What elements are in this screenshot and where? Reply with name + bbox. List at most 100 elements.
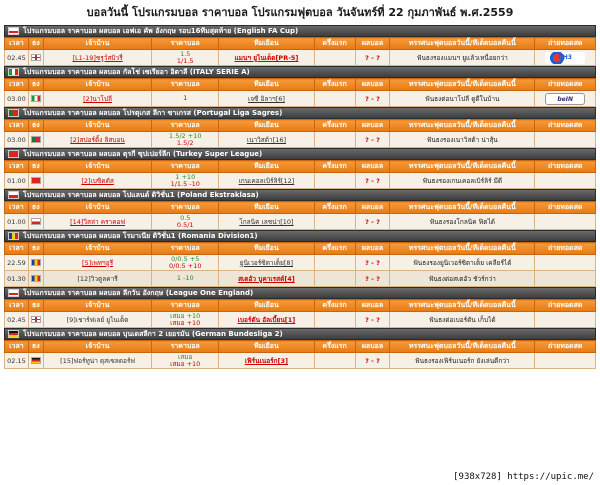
away-team[interactable]: โกลนิค เลชน่า[10] (218, 213, 315, 230)
kickoff-time: 02.15 (4, 352, 29, 369)
odds-line: 1 -10 (176, 274, 194, 282)
tv-channel[interactable]: CH3 (534, 49, 596, 66)
match-table: เวลา ธง เจ้าบ้าน ราคาบอล ทีมเยือน ครึ่งแรก ผลบ… (4, 340, 596, 369)
away-team[interactable]: เกนเคอลเบิร์ลิร์[12] (218, 172, 315, 189)
ro-flag-icon (30, 275, 41, 282)
tv-channel[interactable] (534, 213, 596, 230)
column-header: ธง (27, 160, 44, 173)
column-header: ผลบอล (354, 37, 391, 50)
league-header[interactable]: โปรแกรมบอล ราคาบอล ผลบอล โรมาเนีย ดิวิชั… (4, 230, 596, 242)
tv-channel[interactable]: beIN (534, 90, 596, 107)
home-team[interactable]: [9]เชาร์ฟเลย์ ยูไนเต็ด (42, 311, 153, 328)
odds-line: 1.5/2 +10 (169, 131, 202, 140)
column-header: ครึ่งแรก (313, 37, 356, 50)
en-flag-icon (8, 27, 19, 35)
away-team[interactable]: เฟิร์นเนอร์ก[3] (218, 352, 315, 369)
kickoff-time: 01.00 (4, 172, 29, 189)
match-table: เวลา ธง เจ้าบ้าน ราคาบอล ทีมเยือน ครึ่งแรก ผลบ… (4, 119, 596, 148)
tv-channel[interactable] (534, 131, 596, 148)
league-header[interactable]: โปรแกรมบอล ราคาบอล ผลบอล ลีกวัน อังกฤษ (… (4, 287, 596, 299)
half-time-score (313, 90, 356, 107)
home-team[interactable]: [2]สปอร์ติ้ง ลิสบอน (42, 131, 153, 148)
league-header[interactable]: โปรแกรมบอล ราคาบอล ผลบอล โปรตุเกส ลีกา ซ… (4, 107, 596, 119)
match-tip: ฟันธงรองเนาวิสต้า น่าสุ้น (389, 131, 536, 148)
column-header: ครึ่งแรก (313, 242, 356, 255)
match-table: เวลา ธง เจ้าบ้าน ราคาบอล ทีมเยือน ครึ่งแรก ผลบ… (4, 299, 596, 328)
half-time-score (313, 254, 356, 271)
kickoff-time: 02.45 (4, 49, 29, 66)
league-block: โปรแกรมบอล ราคาบอล ผลบอล โปรตุเกส ลีกา ซ… (4, 107, 596, 148)
league-header[interactable]: โปรแกรมบอล ราคาบอล ผลบอล บุนเดสลีกา 2 เย… (4, 328, 596, 340)
odds-cell: 0.5 0.5/1 (151, 213, 220, 230)
tv-channel[interactable] (534, 270, 596, 287)
bein-channel-icon[interactable]: beIN (545, 92, 586, 105)
away-team[interactable]: สเตอัว บูคาเรสต์[4] (218, 270, 315, 287)
kickoff-time: 01.00 (4, 213, 29, 230)
home-team[interactable]: [14]วิสล่า คราคอฟ (42, 213, 153, 230)
home-team[interactable]: [2]เบซิคตัส (42, 172, 153, 189)
away-team[interactable]: เบอร์ตัน อัลเบี้ยน[1] (218, 311, 315, 328)
column-header: ครึ่งแรก (313, 119, 356, 132)
country-flag (27, 254, 44, 271)
away-team[interactable]: เจซี อิลาฯ[6] (218, 90, 315, 107)
de-flag-icon (30, 357, 41, 364)
league-header[interactable]: โปรแกรมบอล ราคาบอล ผลบอล ตุรกี ซุปเปอร์ล… (4, 148, 596, 160)
match-table: เวลา ธง เจ้าบ้าน ราคาบอล ทีมเยือน ครึ่งแรก ผลบ… (4, 201, 596, 230)
table-header-row: เวลา ธง เจ้าบ้าน ราคาบอล ทีมเยือน ครึ่งแรก ผลบ… (4, 340, 596, 353)
league-block: โปรแกรมบอล ราคาบอล ผลบอล ตุรกี ซุปเปอร์ล… (4, 148, 596, 189)
column-header: ธง (27, 340, 44, 353)
final-score: ? - ? (354, 311, 391, 328)
column-header: ราคาบอล (151, 119, 220, 132)
ch3-channel-icon[interactable]: CH3 (545, 51, 586, 64)
match-row: 02.45 [L1-19]ชรูว์สบิวรี่ 1.5 1/1.5 แมนฯ ยูไ… (4, 49, 596, 66)
column-header: ธง (27, 242, 44, 255)
away-team[interactable]: แมนฯ ยูไนเต็ด[PR-5] (218, 49, 315, 66)
column-header: ผลบอล (354, 340, 391, 353)
column-header: ทีมเยือน (218, 37, 315, 50)
league-name: โปรแกรมบอล ราคาบอล ผลบอล โรมาเนีย ดิวิชั… (23, 232, 258, 240)
tv-channel[interactable] (534, 172, 596, 189)
odds-line: เสมอ +10 (170, 359, 201, 368)
country-flag (27, 172, 44, 189)
home-team[interactable]: [2]นาโปลี (42, 90, 153, 107)
half-time-score (313, 311, 356, 328)
tv-channel[interactable] (534, 254, 596, 271)
column-header: เจ้าบ้าน (42, 201, 153, 214)
league-header[interactable]: โปรแกรมบอล ราคาบอล ผลบอล กัลโช่ เซเรียอา… (4, 66, 596, 78)
tv-channel[interactable] (534, 311, 596, 328)
odds-line: เสมอ +10 (170, 311, 201, 320)
match-tip: ฟันธงรองแมนฯ ยูแล้วเหนื่อยกว่า (389, 49, 536, 66)
column-header: เวลา (4, 201, 29, 214)
odds-cell: 1 -10 (151, 270, 220, 287)
odds-line: 1.5/2 (176, 138, 194, 147)
column-header: ทรรศนะฟุตบอลวันนี้/ทีเด็ดบอลคืนนี้ (389, 78, 536, 91)
home-team[interactable]: [15]ฟอร์ทูน่า ดุสเซลดอร์ฟ (42, 352, 153, 369)
away-team[interactable]: เนาวิสต้า[16] (218, 131, 315, 148)
country-flag (27, 352, 44, 369)
pl-flag-icon (8, 191, 19, 199)
table-header-row: เวลา ธง เจ้าบ้าน ราคาบอล ทีมเยือน ครึ่งแรก ผลบ… (4, 119, 596, 132)
it-flag-icon (30, 95, 41, 102)
column-header: ถ่ายทอดสด (534, 119, 596, 132)
league-header[interactable]: โปรแกรมบอล ราคาบอล ผลบอล เอฟเอ คัพ อังกฤ… (4, 25, 596, 37)
en-flag-icon (8, 289, 19, 297)
home-team[interactable]: [5]เพทฯอูรี (42, 254, 153, 271)
match-row: 03.00 [2]สปอร์ติ้ง ลิสบอน 1.5/2 +10 1.5/2 เน… (4, 131, 596, 148)
column-header: ถ่ายทอดสด (534, 340, 596, 353)
away-team[interactable]: ยูนิเวอร์ซิตาเต็ย[8] (218, 254, 315, 271)
match-tip: ฟันธงรองเฟิร์นเนอร์ก ยังเล่นดีกว่า (389, 352, 536, 369)
final-score: ? - ? (354, 90, 391, 107)
league-header[interactable]: โปรแกรมบอล ราคาบอล ผลบอล โปแลนด์ ดิวิชั่… (4, 189, 596, 201)
home-team[interactable]: [12]วิวตูลคารี (42, 270, 153, 287)
pt-flag-icon (8, 109, 19, 117)
column-header: ราคาบอล (151, 242, 220, 255)
column-header: ถ่ายทอดสด (534, 299, 596, 312)
pl-flag-icon (30, 218, 41, 225)
tv-channel[interactable] (534, 352, 596, 369)
league-block: โปรแกรมบอล ราคาบอล ผลบอล โรมาเนีย ดิวิชั… (4, 230, 596, 287)
column-header: ทรรศนะฟุตบอลวันนี้/ทีเด็ดบอลคืนนี้ (389, 201, 536, 214)
column-header: ทีมเยือน (218, 242, 315, 255)
odds-cell: 1 (151, 90, 220, 107)
column-header: เจ้าบ้าน (42, 37, 153, 50)
home-team[interactable]: [L1-19]ชรูว์สบิวรี่ (42, 49, 153, 66)
